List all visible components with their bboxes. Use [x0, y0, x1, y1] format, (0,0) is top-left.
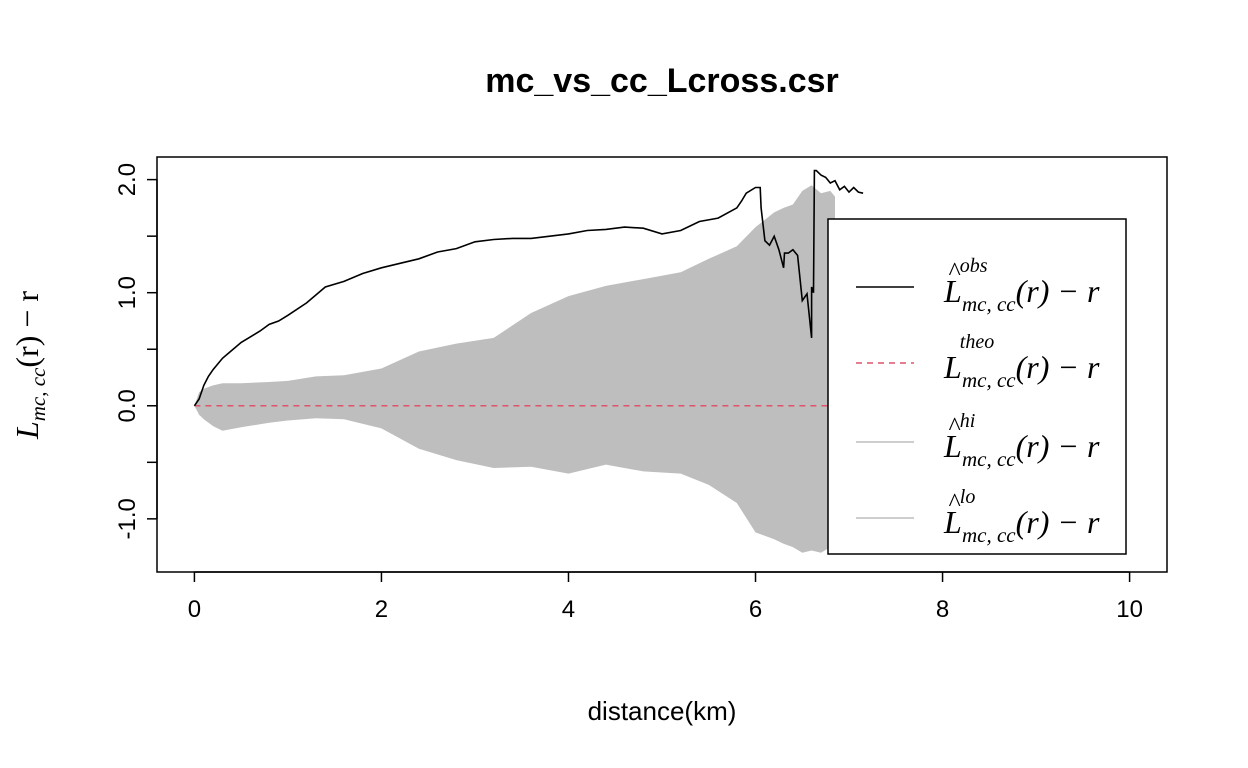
- legend-hat: ^: [948, 488, 961, 517]
- legend-label-subscript: mc, cc: [962, 292, 1016, 316]
- legend-item-theo: Ltheo mc, cc(r) − r: [856, 331, 1100, 392]
- y-tick-label: 0.0: [114, 389, 141, 422]
- y-axis-label-main: L: [9, 421, 45, 440]
- legend-label: Llo mc, cc(r) − r: [943, 486, 1100, 547]
- legend-label-main: L: [943, 349, 962, 385]
- series-line-obs: [193, 169, 864, 407]
- legend-label-main: L: [943, 273, 962, 309]
- x-axis: 0 2 4 6 8 10: [188, 571, 1143, 623]
- y-axis-label-subscript: mc, cc: [26, 367, 50, 421]
- legend-label-main: L: [943, 428, 962, 464]
- legend-hat: ^: [948, 412, 961, 441]
- legend-item-lo: ^Llo mc, cc(r) − r: [856, 486, 1100, 547]
- legend-label-superscript: theo: [960, 331, 994, 353]
- legend-label-rest: (r) − r: [1016, 349, 1100, 385]
- legend-hat: ^: [948, 257, 961, 286]
- x-tick-label: 8: [936, 596, 949, 623]
- envelope-band: [194, 185, 835, 553]
- legend-label: Ltheo mc, cc(r) − r: [943, 331, 1100, 392]
- legend-label-superscript: obs: [960, 255, 988, 277]
- y-tick-label: 1.0: [114, 276, 141, 309]
- x-tick-label: 0: [188, 596, 201, 623]
- x-axis-label: distance(km): [588, 696, 737, 726]
- legend-label-superscript: lo: [960, 486, 976, 508]
- legend-label: Lhi mc, cc(r) − r: [943, 410, 1100, 471]
- legend-label: Lobs mc, cc(r) − r: [943, 255, 1100, 316]
- legend-label-rest: (r) − r: [1016, 273, 1100, 309]
- envelope-area: [194, 185, 835, 553]
- y-tick-label: -1.0: [114, 498, 141, 539]
- x-tick-label: 2: [375, 596, 388, 623]
- legend-item-obs: ^Lobs mc, cc(r) − r: [856, 255, 1100, 316]
- legend-label-rest: (r) − r: [1016, 428, 1100, 464]
- legend-box: [827, 218, 1127, 555]
- y-tick-label: 2.0: [114, 163, 141, 196]
- y-axis-label: Lmc, cc(r) − r: [9, 291, 50, 440]
- legend-label-rest: (r) − r: [1016, 504, 1100, 540]
- legend-item-hi: ^Lhi mc, cc(r) − r: [856, 410, 1100, 471]
- legend-label-subscript: mc, cc: [962, 447, 1016, 471]
- chart-title: mc_vs_cc_Lcross.csr: [485, 62, 839, 100]
- x-tick-label: 6: [749, 596, 762, 623]
- legend-label-superscript: hi: [960, 410, 976, 432]
- x-tick-label: 4: [562, 596, 575, 623]
- legend-label-subscript: mc, cc: [962, 368, 1016, 392]
- y-axis-label-rest: (r) − r: [9, 291, 45, 368]
- x-tick-label: 10: [1116, 596, 1143, 623]
- legend-label-main: L: [943, 504, 962, 540]
- legend-label-subscript: mc, cc: [962, 523, 1016, 547]
- y-axis: -1.0 0.0 1.0 2.0: [114, 163, 158, 540]
